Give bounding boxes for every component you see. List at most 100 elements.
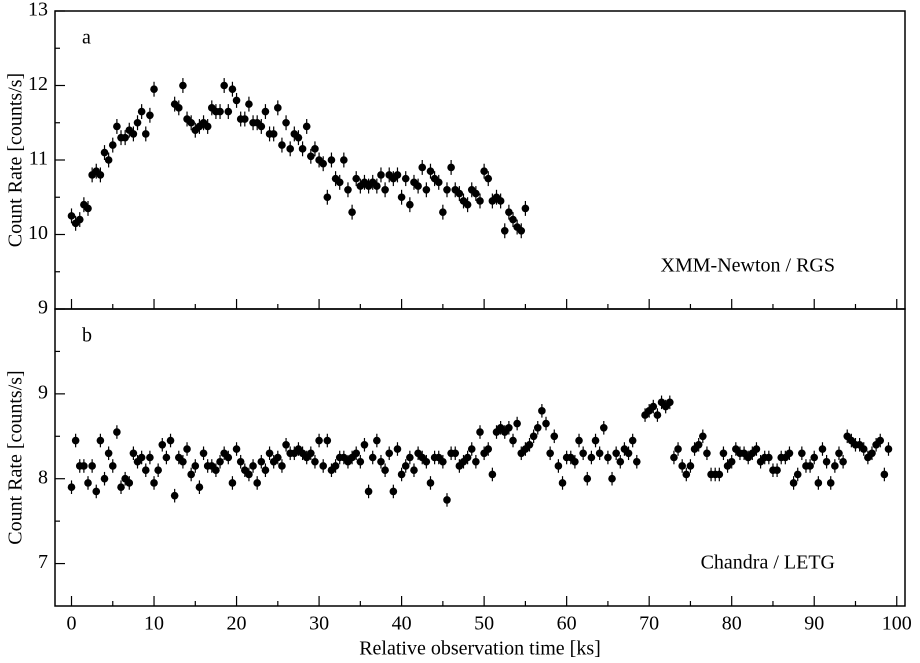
data-point <box>418 163 427 172</box>
data-point <box>125 479 134 487</box>
data-point <box>307 449 315 458</box>
data-point <box>546 449 554 458</box>
data-point <box>344 186 352 194</box>
y-axis-label: Count Rate [counts/s] <box>5 370 27 544</box>
data-point <box>835 449 843 458</box>
data-point <box>410 466 418 475</box>
data-point <box>360 440 369 449</box>
data-point <box>113 122 121 131</box>
data-point <box>616 457 625 466</box>
data-point <box>96 171 105 179</box>
data-point <box>810 453 819 462</box>
data-point <box>826 479 835 487</box>
data-point <box>216 457 224 466</box>
x-tick-label: 70 <box>639 613 659 635</box>
data-point <box>311 457 319 466</box>
data-point <box>401 462 410 470</box>
data-point <box>228 479 237 487</box>
y-tick-label: 9 <box>38 297 48 319</box>
data-point <box>129 449 138 458</box>
data-point <box>100 148 109 157</box>
plot-frame <box>54 308 906 607</box>
data-point <box>84 204 92 213</box>
data-point <box>335 178 344 187</box>
data-point <box>554 462 563 470</box>
data-point <box>224 107 233 116</box>
data-point <box>463 200 472 209</box>
data-point <box>104 156 113 164</box>
data-point <box>170 491 179 500</box>
data-point <box>385 449 394 458</box>
data-point <box>715 470 724 479</box>
data-point <box>558 479 567 487</box>
panel-label: a <box>82 27 91 49</box>
x-tick-label: 10 <box>144 613 164 635</box>
x-tick-label: 100 <box>882 613 912 635</box>
data-point <box>521 204 530 213</box>
data-point <box>133 118 142 127</box>
data-point <box>694 440 703 449</box>
data-point <box>274 453 282 462</box>
data-point <box>752 445 761 453</box>
data-point <box>612 449 620 458</box>
data-point <box>822 457 831 466</box>
data-point <box>121 133 129 142</box>
data-point <box>505 208 513 216</box>
data-point <box>323 436 332 445</box>
data-point <box>426 479 435 487</box>
x-tick-label: 90 <box>804 613 824 635</box>
data-point <box>542 419 550 428</box>
data-point <box>674 445 682 453</box>
data-point <box>533 424 542 432</box>
data-point <box>257 122 266 131</box>
data-point <box>298 145 307 153</box>
data-point <box>150 479 158 487</box>
data-point <box>282 440 290 449</box>
data-point <box>278 141 286 149</box>
data-point <box>315 436 323 445</box>
y-axis-label: Count Rate [counts/s] <box>5 73 27 247</box>
data-point <box>294 133 303 142</box>
data-point <box>649 402 658 411</box>
data-point <box>368 453 377 462</box>
data-point <box>179 81 187 90</box>
data-point <box>104 449 113 458</box>
data-point <box>406 200 414 209</box>
y-tick-label: 11 <box>29 148 48 170</box>
data-point <box>162 453 171 462</box>
data-point <box>484 174 493 183</box>
data-point <box>146 453 154 462</box>
data-point <box>67 212 76 220</box>
data-point <box>232 445 241 453</box>
data-point <box>451 449 460 458</box>
data-point <box>488 470 497 479</box>
data-point <box>868 449 876 458</box>
data-point <box>261 466 270 475</box>
data-point <box>814 479 823 487</box>
data-point <box>356 457 365 466</box>
data-point <box>604 453 612 462</box>
data-point <box>274 104 282 112</box>
data-point <box>476 197 484 205</box>
data-point <box>439 208 447 216</box>
y-tick-label: 10 <box>28 222 48 244</box>
data-point <box>146 111 154 120</box>
data-point <box>517 226 526 235</box>
y-tick-label: 12 <box>28 73 48 95</box>
x-tick-label: 40 <box>392 613 412 635</box>
x-tick-label: 30 <box>309 613 329 635</box>
data-point <box>703 449 711 458</box>
data-point <box>261 107 270 116</box>
data-point <box>727 457 736 466</box>
data-point <box>352 174 361 183</box>
data-point <box>191 462 200 470</box>
annotation: Chandra / LETG <box>701 552 835 574</box>
data-point <box>108 462 117 470</box>
data-point <box>241 115 249 123</box>
y-tick-label: 9 <box>38 381 48 403</box>
data-point <box>529 432 538 441</box>
data-point <box>187 118 195 127</box>
data-point <box>500 226 509 235</box>
data-point <box>108 141 117 149</box>
